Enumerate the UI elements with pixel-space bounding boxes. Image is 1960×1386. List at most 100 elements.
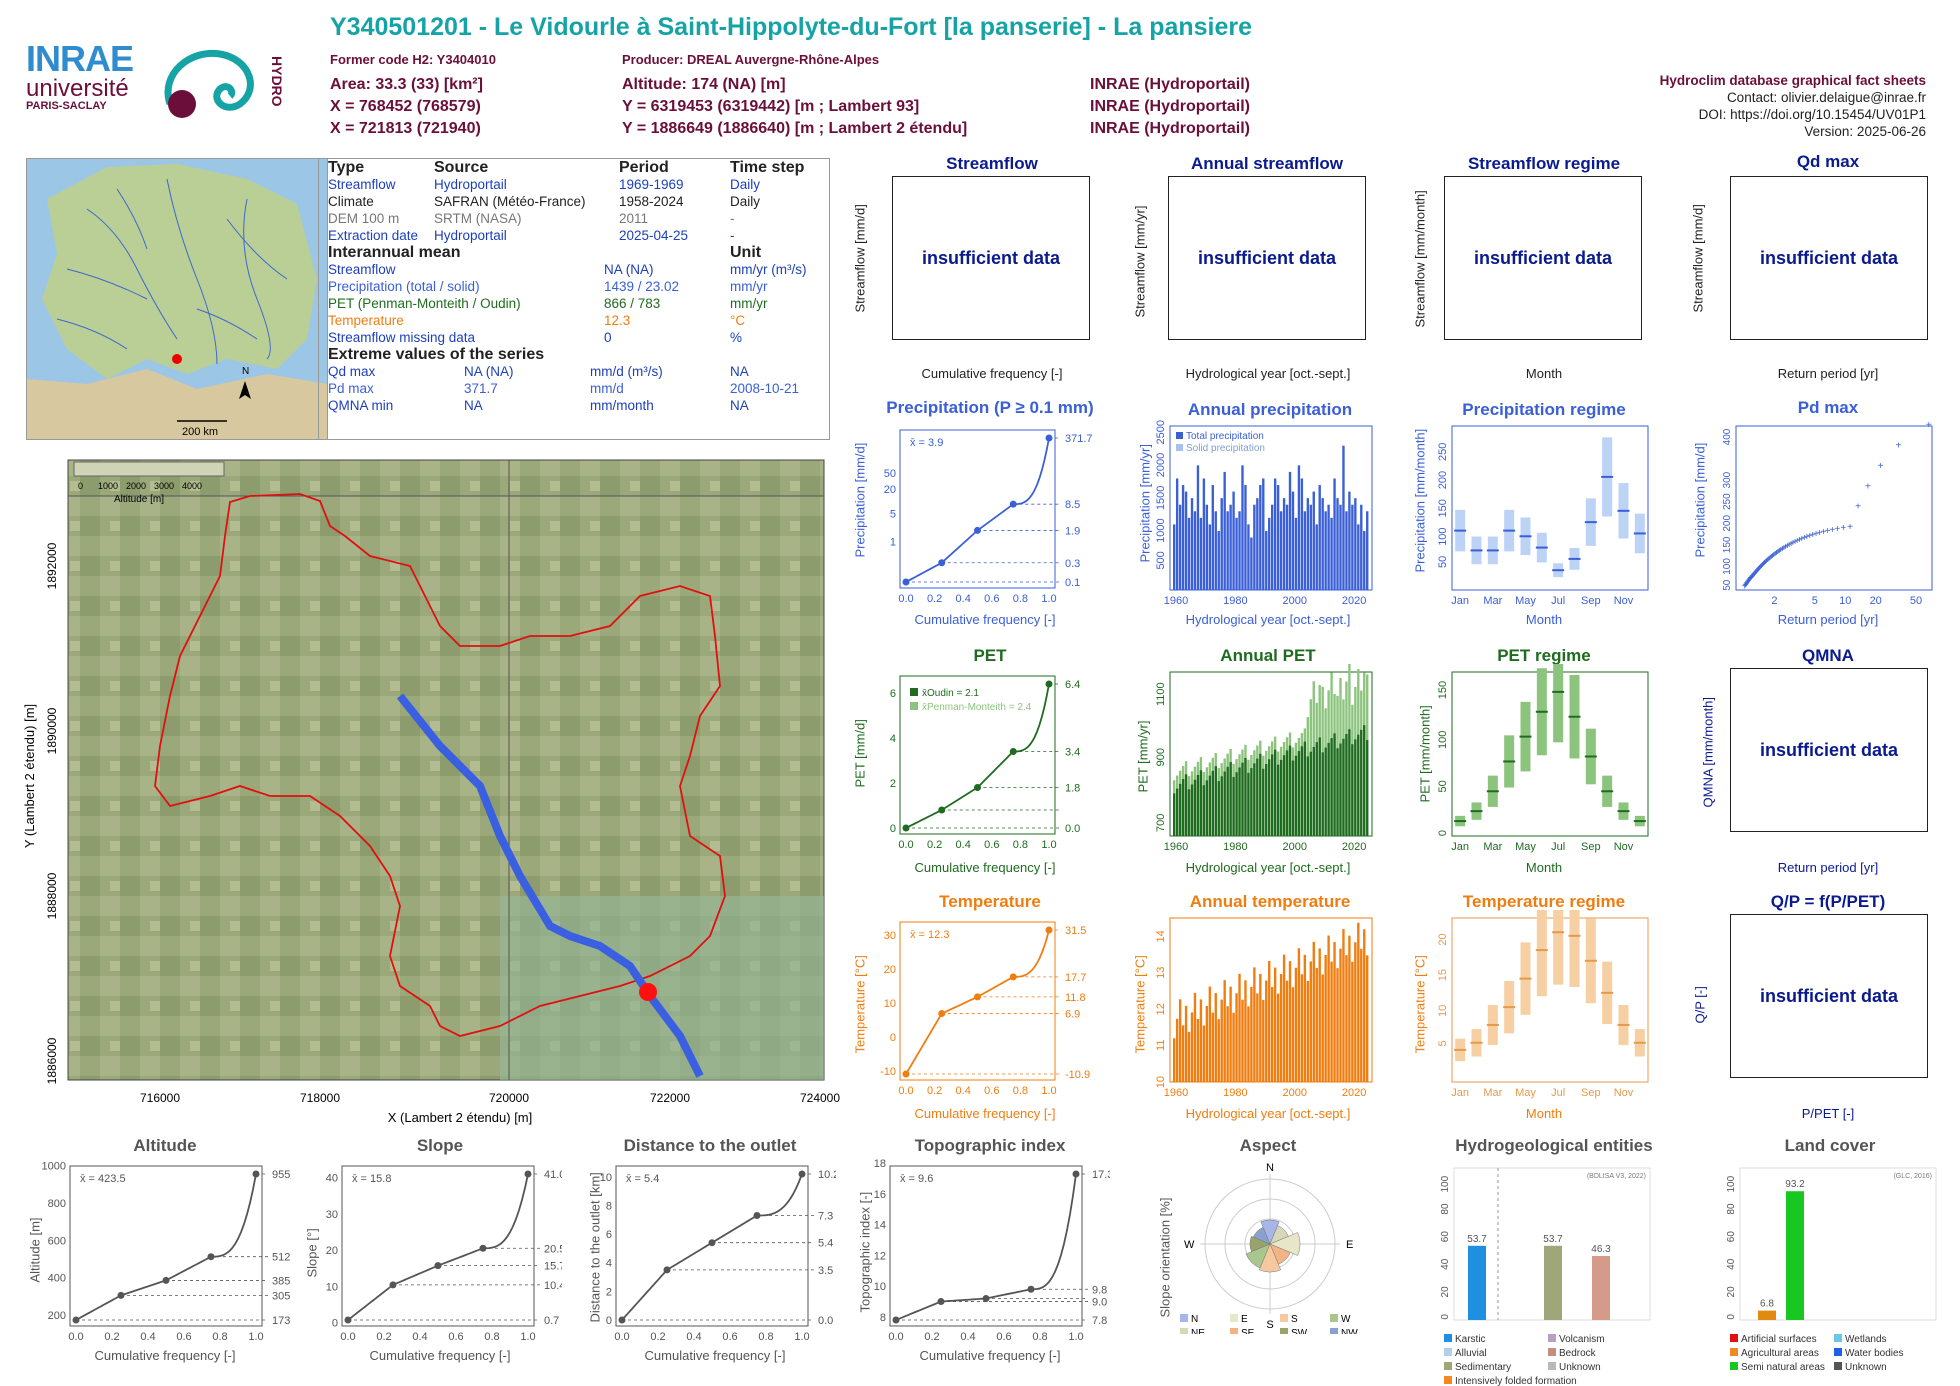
- annual-pet-ylabel: PET [mm/yr]: [1135, 720, 1151, 793]
- y-tick-label: 250: [1722, 493, 1733, 510]
- bar: [1321, 498, 1324, 590]
- aspect-ylabel: Slope orientation [%]: [1157, 1197, 1173, 1318]
- bar: [1173, 524, 1176, 590]
- pmax-point: +: [1743, 580, 1749, 591]
- y-tick-label: 6: [890, 688, 896, 700]
- y-tick-label: 18: [874, 1158, 886, 1170]
- y-tick-label: 200: [1437, 471, 1449, 489]
- legend-label: N: [1191, 1314, 1198, 1325]
- bar-value-label: 53.7: [1467, 1234, 1487, 1245]
- svg-text:1886000: 1886000: [45, 1037, 59, 1084]
- bar: [1318, 485, 1321, 590]
- legend-swatch: [1280, 1328, 1288, 1334]
- temp-regime-xlabel: Month: [1525, 1106, 1563, 1121]
- pmax-point: +: [1770, 551, 1776, 562]
- right-tick-label: 0.7: [544, 1315, 559, 1327]
- y-tick-label: 250: [1437, 443, 1449, 461]
- pet-title: PET: [973, 646, 1007, 665]
- legend-label: Semi natural areas: [1741, 1362, 1825, 1373]
- bar: [1303, 511, 1307, 590]
- x-tick-label: 0.6: [984, 839, 999, 851]
- mean-label: x̄ = 15.8: [352, 1173, 391, 1185]
- right-tick-label: 41.0: [544, 1169, 562, 1181]
- temp-title: Temperature: [939, 892, 1041, 911]
- bar: [1193, 992, 1197, 1082]
- y-tick-label: -10: [880, 1066, 896, 1078]
- river-network: [56, 178, 288, 365]
- legend-swatch: [1834, 1362, 1842, 1370]
- annual-temp-ylabel: Temperature [°C]: [1132, 955, 1148, 1054]
- y-tick-label: 8: [606, 1200, 612, 1212]
- y-tick-label: 0: [1726, 1314, 1737, 1320]
- dem-map: 0 1000 2000 3000 4000 Altitude [m] 71600…: [22, 459, 840, 1125]
- pmax-point: +: [1768, 552, 1774, 563]
- bar: [1247, 1006, 1250, 1082]
- bar: [1333, 942, 1336, 1082]
- bar: [1327, 504, 1330, 590]
- bar: [1306, 498, 1310, 590]
- bar: [1214, 511, 1217, 590]
- mean-label: x̄ = 423.5: [80, 1173, 126, 1185]
- right-tick-label: 385: [272, 1275, 290, 1287]
- pmax-point: +: [1749, 572, 1755, 583]
- pmax-point: +: [1801, 533, 1807, 544]
- bar: [1786, 1191, 1804, 1320]
- y-tick-label: 80: [1726, 1203, 1737, 1215]
- pmax-point: +: [1752, 568, 1758, 579]
- alt-ylabel: Altitude [m]: [27, 1217, 43, 1283]
- y-tick-label: 30: [326, 1209, 338, 1221]
- x-tick-label: 50: [1910, 595, 1922, 607]
- right-tick-label: 0.0: [818, 1315, 833, 1327]
- y-tick-label: 14: [874, 1220, 886, 1232]
- x-tick-label: 1960: [1164, 595, 1188, 607]
- legend-label: Unknown: [1845, 1362, 1887, 1373]
- regime-box: [1553, 664, 1564, 743]
- svg-text:3000: 3000: [154, 481, 174, 491]
- bar: [1321, 752, 1324, 836]
- bar: [1181, 485, 1185, 590]
- streamflow-ylabel: Streamflow [mm/d]: [852, 204, 868, 313]
- y-tick-label: 10: [1437, 1005, 1449, 1017]
- x-tick-label: Mar: [1483, 595, 1502, 607]
- bar: [1324, 747, 1327, 836]
- scale-label: 200 km: [182, 426, 218, 438]
- pmax-point: +: [1774, 548, 1780, 559]
- bar: [1265, 980, 1268, 1082]
- dist-plot: 0.0 0.2 0.4 0.6 0.8 1.0 10.2 7.3 5.4 3.5 0.0 x̄ = 5…: [600, 1165, 836, 1343]
- pmax-point: +: [1821, 527, 1827, 538]
- legend-label: Artificial surfaces: [1741, 1334, 1817, 1345]
- contact[interactable]: Contact: olivier.delaigue@inrae.fr: [1726, 90, 1926, 105]
- y-tick-label: 800: [48, 1198, 66, 1210]
- bar: [1276, 993, 1280, 1082]
- annual-pet-xlabel: Hydrological year [oct.-sept.]: [1185, 860, 1351, 875]
- pmax-xlabel: Return period [yr]: [1777, 612, 1879, 627]
- bar: [1330, 738, 1333, 836]
- y-tick-label: 0: [890, 1032, 896, 1044]
- pmax-point: +: [1825, 526, 1831, 537]
- qmax-title: Qd max: [1796, 152, 1860, 171]
- plot-frame: [899, 675, 1056, 835]
- bar: [1238, 973, 1241, 1082]
- doi[interactable]: DOI: https://doi.org/10.15454/UV01P1: [1698, 107, 1926, 122]
- bar: [1238, 767, 1241, 836]
- y-tick-label: 5: [1437, 1040, 1449, 1046]
- y-tick-label: 10: [600, 1172, 612, 1184]
- cdf-curve: [75, 1173, 257, 1321]
- y-tick-label: 100: [1726, 1175, 1737, 1192]
- x-tick-label: 0.0: [898, 1085, 913, 1097]
- means-table: Interannual mean Unit Streamflow NA (NA) mm…: [325, 244, 823, 346]
- bar: [1315, 742, 1318, 836]
- legend-swatch: [1548, 1348, 1556, 1356]
- bar: [1345, 733, 1348, 836]
- bar: [1306, 756, 1310, 836]
- y-tick-label: 4: [606, 1258, 612, 1270]
- bar: [1205, 504, 1209, 590]
- plot-frame: [1451, 425, 1649, 591]
- y-tick-label: 1000: [42, 1161, 66, 1173]
- right-tick-label: 8.5: [1065, 499, 1080, 511]
- bar: [1217, 781, 1220, 836]
- legend-label: Unknown: [1559, 1362, 1601, 1373]
- bar: [1273, 478, 1277, 590]
- temp-cdf-plot: 0.0 0.2 0.4 0.6 0.8 1.0 31.5 17.7 11.8 6.9 -10.9 x̄…: [880, 921, 1090, 1097]
- pmax-point: +: [1762, 558, 1768, 569]
